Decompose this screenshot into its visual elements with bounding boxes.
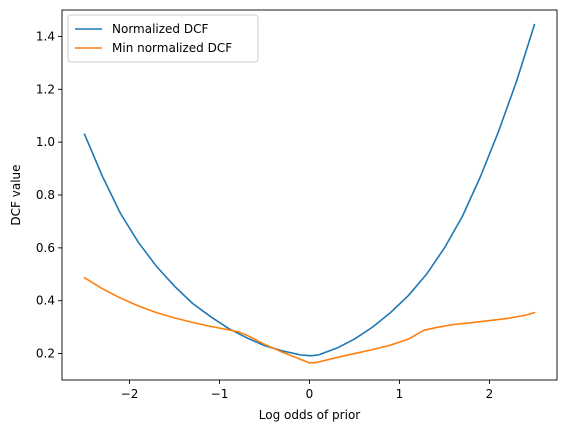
x-tick-label: 1 [396,387,404,401]
legend-label-normalized-dcf: Normalized DCF [112,22,208,36]
x-tick-label: −2 [121,387,139,401]
y-tick-label: 0.4 [36,294,55,308]
series-layer [83,23,536,364]
x-tick-label: 0 [306,387,314,401]
y-tick-label: 1.0 [36,135,55,149]
series-line-normalized-dcf [83,23,536,357]
x-tick-label: −1 [211,387,229,401]
y-axis-label: DCF value [9,164,23,225]
y-tick-label: 0.8 [36,188,55,202]
y-tick-label: 1.2 [36,82,55,96]
legend-box [67,14,259,63]
x-tick-label: 2 [486,387,494,401]
series-line-min-normalized-dcf [83,276,536,364]
y-axis-ticks: 0.2 0.4 0.6 0.8 1.0 1.2 1.4 [36,29,62,361]
legend-label-min-normalized-dcf: Min normalized DCF [112,41,232,55]
y-tick-label: 0.2 [36,347,55,361]
y-tick-label: 0.6 [36,241,55,255]
y-tick-label: 1.4 [36,29,55,43]
plot-area [62,10,557,380]
x-axis-ticks: −2 −1 0 1 2 [121,380,494,401]
legend: Normalized DCF Min normalized DCF [67,14,259,63]
x-axis-label: Log odds of prior [259,408,360,422]
